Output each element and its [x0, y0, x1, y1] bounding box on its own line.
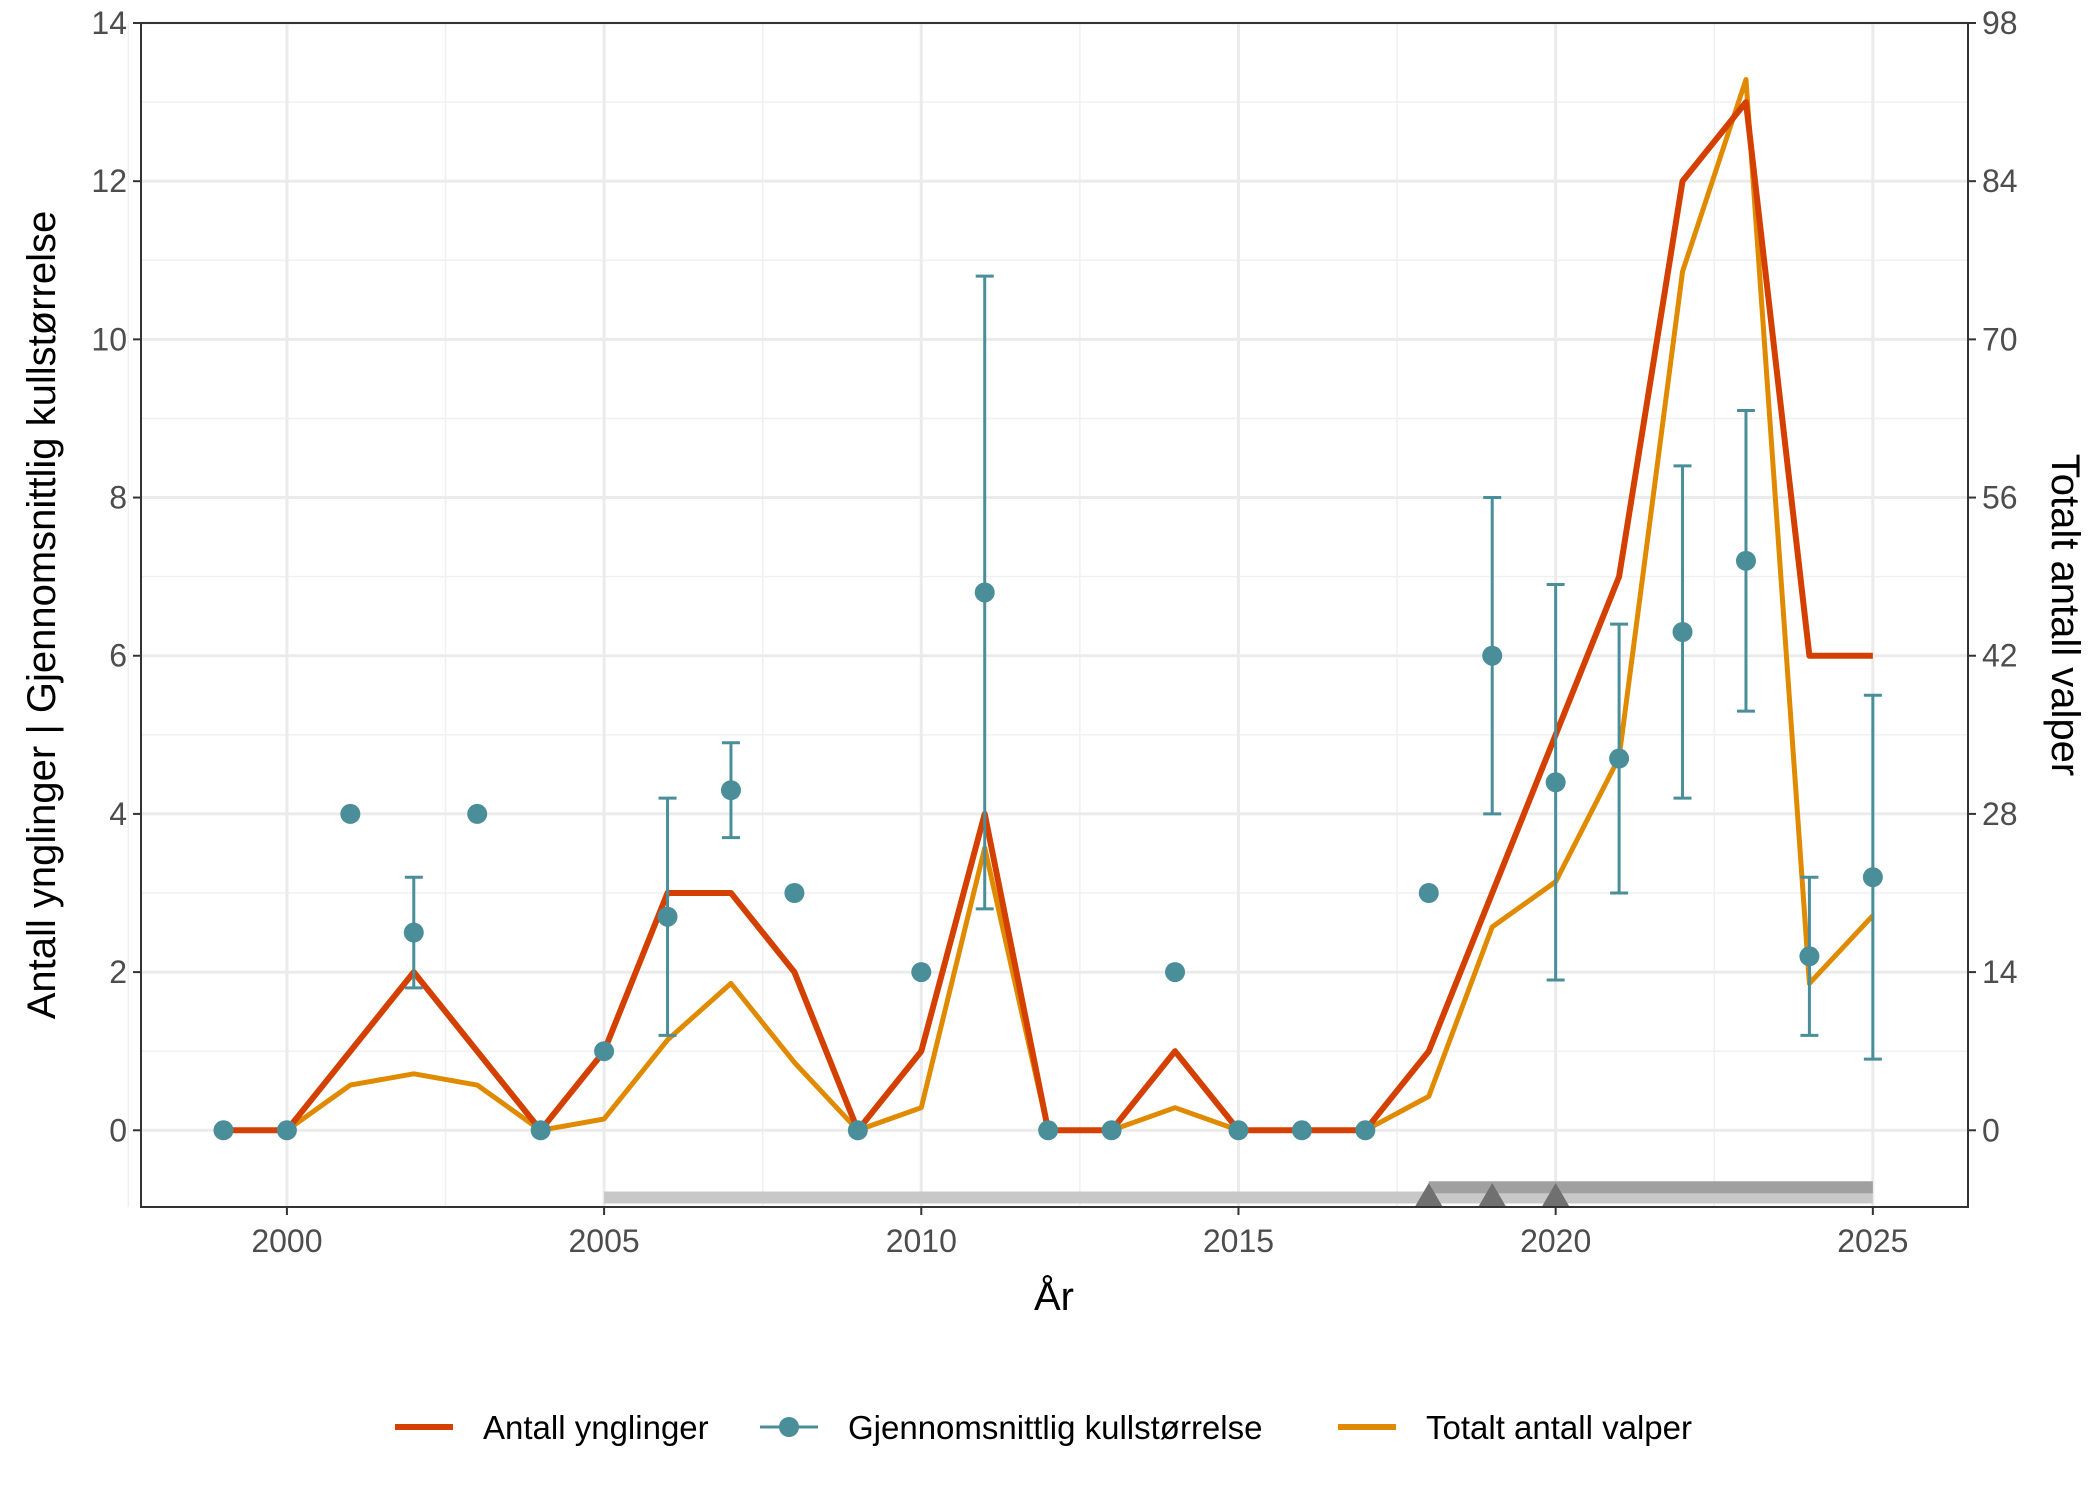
point-kullstorrelse: [657, 906, 678, 927]
point-kullstorrelse: [1735, 550, 1756, 571]
y-axis-title-left: Antall ynglinger | Gjennomsnittlig kulls…: [20, 211, 64, 1020]
point-kullstorrelse: [720, 780, 741, 801]
y-tick-label-right: 0: [1982, 1112, 2000, 1148]
line-antall-ynglinger: [223, 99, 1873, 1134]
x-tick-label: 2025: [1837, 1223, 1908, 1259]
grid: [127, 21, 1968, 1207]
x-tick-label: 2020: [1520, 1223, 1591, 1259]
y-tick-label-left: 6: [109, 638, 127, 674]
axes: 0 2 4 6 8 10 12 14 0 14 28 42 56 70 84 98 2000 2005 2010 20…: [91, 5, 2017, 1259]
point-kullstorrelse: [594, 1041, 615, 1062]
y-tick-label-left: 8: [109, 480, 127, 516]
point-kullstorrelse: [1482, 645, 1503, 666]
point-kullstorrelse: [1101, 1120, 1122, 1141]
point-kullstorrelse: [1165, 962, 1186, 983]
legend-label: Totalt antall valper: [1426, 1409, 1692, 1446]
point-kullstorrelse: [911, 962, 932, 983]
x-tick-label: 2000: [251, 1223, 322, 1259]
legend-label: Gjennomsnittlig kullstørrelse: [848, 1409, 1262, 1446]
y-tick-label-left: 14: [91, 5, 127, 41]
point-kullstorrelse: [1291, 1120, 1312, 1141]
y-tick-label-right: 98: [1982, 5, 2018, 41]
series-layer: [213, 76, 1883, 1141]
point-kullstorrelse: [1228, 1120, 1249, 1141]
y-tick-label-right: 70: [1982, 321, 2018, 357]
legend-label: Antall ynglinger: [483, 1409, 709, 1446]
point-kullstorrelse: [467, 803, 488, 824]
point-kullstorrelse: [1672, 622, 1693, 643]
point-kullstorrelse: [1799, 946, 1820, 967]
point-kullstorrelse: [1418, 883, 1439, 904]
y-tick-label-right: 42: [1982, 638, 2018, 674]
y-tick-label-left: 0: [109, 1112, 127, 1148]
point-kullstorrelse: [974, 582, 995, 603]
point-kullstorrelse: [1609, 748, 1630, 769]
legend: Antall ynglinger Gjennomsnittlig kullstør…: [395, 1409, 1692, 1446]
period-bars: [604, 1181, 1873, 1207]
point-kullstorrelse: [530, 1120, 551, 1141]
legend-key-point: [779, 1417, 799, 1437]
x-tick-label: 2015: [1203, 1223, 1274, 1259]
y-tick-label-left: 12: [91, 163, 127, 199]
y-tick-label-right: 56: [1982, 480, 2018, 516]
x-tick-label: 2010: [886, 1223, 957, 1259]
point-kullstorrelse: [1038, 1120, 1059, 1141]
y-tick-label-left: 4: [109, 796, 127, 832]
y-tick-label-right: 14: [1982, 954, 2018, 990]
point-kullstorrelse: [213, 1120, 234, 1141]
point-kullstorrelse: [1545, 772, 1566, 793]
point-kullstorrelse: [1355, 1120, 1376, 1141]
triangle-marker: [1414, 1183, 1443, 1207]
x-tick-label: 2005: [569, 1223, 640, 1259]
y-tick-label-left: 10: [91, 321, 127, 357]
y-tick-label-right: 84: [1982, 163, 2018, 199]
point-kullstorrelse: [1862, 867, 1883, 888]
point-kullstorrelse: [403, 922, 424, 943]
x-axis-title: År: [1034, 1274, 1074, 1319]
point-kullstorrelse: [847, 1120, 868, 1141]
triangle-marker: [1478, 1183, 1507, 1207]
point-kullstorrelse: [784, 883, 805, 904]
triangle-marker: [1541, 1183, 1570, 1207]
y-axis-title-right: Totalt antall valper: [2043, 454, 2087, 776]
plot-border: [140, 22, 1969, 1208]
y-tick-label-right: 28: [1982, 796, 2018, 832]
y-tick-label-left: 2: [109, 954, 127, 990]
point-kullstorrelse: [340, 803, 361, 824]
point-kullstorrelse: [276, 1120, 297, 1141]
